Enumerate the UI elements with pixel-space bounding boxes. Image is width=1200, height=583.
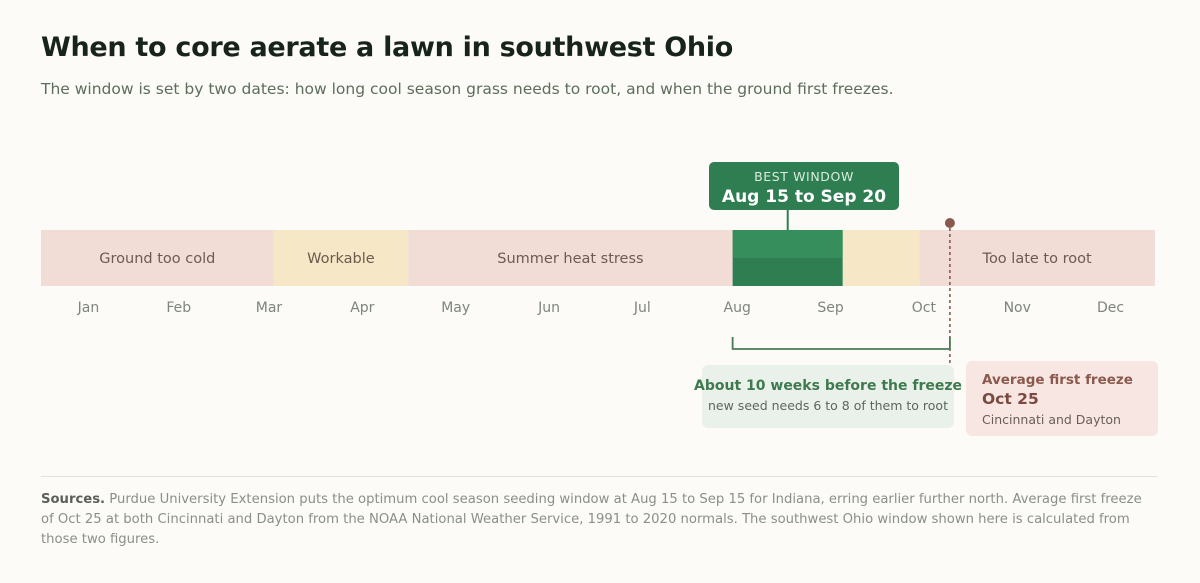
timeline-band-summer-heat-stress: [408, 230, 733, 286]
page-subtitle: The window is set by two dates: how long…: [41, 80, 894, 98]
freeze-callout: [966, 361, 1158, 436]
month-label-oct: Oct: [912, 300, 937, 316]
sources-text: Purdue University Extension puts the opt…: [41, 492, 1142, 547]
month-label-mar: Mar: [256, 300, 283, 316]
band-label-summer-heat-stress: Summer heat stress: [497, 251, 643, 267]
band-label-too-late-to-root: Too late to root: [982, 251, 1092, 267]
first-freeze-dot: [944, 218, 955, 228]
best-window-callout: [709, 162, 899, 210]
timeline-band-workable: [273, 230, 409, 286]
month-label-jul: Jul: [633, 300, 651, 316]
month-label-jan: Jan: [77, 300, 100, 316]
month-label-dec: Dec: [1097, 300, 1124, 316]
rooting-span-bracket: [731, 337, 951, 350]
freeze-callout-note: Cincinnati and Dayton: [982, 412, 1121, 427]
best-window-range: Aug 15 to Sep 20: [722, 187, 886, 207]
footer-divider: [41, 476, 1158, 477]
month-label-nov: Nov: [1004, 300, 1031, 316]
month-label-feb: Feb: [166, 300, 191, 316]
month-label-jun: Jun: [537, 300, 560, 316]
best-window-heading: BEST WINDOW: [754, 169, 854, 184]
rooting-callout: [702, 365, 954, 428]
timeline-band-too-late-to-root: [919, 230, 1155, 286]
month-label-may: May: [441, 300, 470, 316]
freeze-callout-heading: Average first freeze: [982, 372, 1133, 388]
timeline-band-segment-4: [842, 230, 920, 286]
page-title: When to core aerate a lawn in southwest …: [41, 32, 733, 63]
sources-note: Sources. Purdue University Extension put…: [41, 490, 1158, 550]
rooting-callout-heading: About 10 weeks before the freeze: [694, 378, 962, 394]
month-label-apr: Apr: [350, 300, 374, 316]
month-label-aug: Aug: [724, 300, 751, 316]
band-label-ground-too-cold: Ground too cold: [99, 251, 215, 267]
freeze-callout-date: Oct 25: [982, 390, 1039, 408]
best-window-band-highlight: [732, 230, 843, 258]
sources-label: Sources.: [41, 492, 106, 507]
aeration-timeline-chart: Ground too cold Workable Summer heat stres…: [41, 162, 1158, 436]
band-label-workable: Workable: [307, 251, 375, 267]
rooting-callout-note: new seed needs 6 to 8 of them to root: [708, 398, 948, 413]
month-label-sep: Sep: [817, 300, 844, 316]
timeline-band-ground-too-cold: [41, 230, 274, 286]
